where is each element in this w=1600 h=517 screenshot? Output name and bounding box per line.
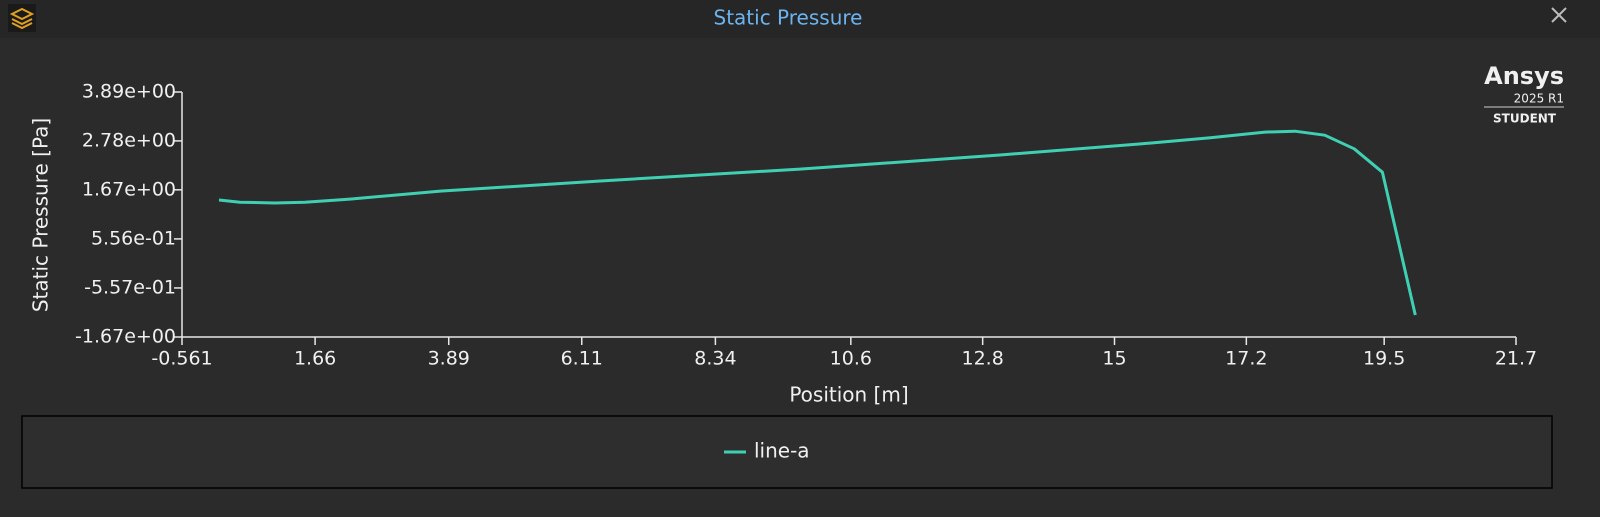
y-axis-label: Static Pressure [Pa] bbox=[29, 118, 53, 312]
chart-title: Static Pressure bbox=[714, 6, 863, 30]
legend-box bbox=[21, 415, 1553, 489]
y-tick-label: 5.56e-01 bbox=[91, 227, 176, 249]
x-tick-label: 3.89 bbox=[428, 348, 470, 370]
x-tick-label: 6.11 bbox=[561, 348, 603, 370]
brand-version: 2025 R1 bbox=[1514, 92, 1564, 106]
x-tick-label: 17.2 bbox=[1225, 348, 1267, 370]
title-bar bbox=[0, 0, 1600, 38]
x-tick-label: 12.8 bbox=[962, 348, 1004, 370]
legend-label: line-a bbox=[754, 439, 810, 463]
y-tick-label: -1.67e+00 bbox=[75, 326, 176, 348]
app-icon bbox=[8, 4, 36, 32]
x-tick-label: 10.6 bbox=[830, 348, 872, 370]
close-button[interactable] bbox=[1551, 7, 1567, 23]
x-tick-label: 1.66 bbox=[294, 348, 336, 370]
y-tick-label: 2.78e+00 bbox=[82, 129, 176, 151]
x-tick-label: 8.34 bbox=[694, 348, 736, 370]
brand-name: Ansys bbox=[1484, 62, 1564, 90]
x-tick-label: 21.7 bbox=[1495, 348, 1537, 370]
y-tick-label: 3.89e+00 bbox=[82, 81, 176, 103]
y-tick-label: -5.57e-01 bbox=[84, 276, 176, 298]
x-tick-label: 19.5 bbox=[1363, 348, 1405, 370]
x-tick-label: 15 bbox=[1102, 348, 1126, 370]
x-axis-label: Position [m] bbox=[789, 383, 908, 407]
x-tick-label: -0.561 bbox=[151, 348, 212, 370]
ansys-logo: Ansys 2025 R1 STUDENT bbox=[1484, 62, 1564, 126]
y-tick-label: 1.67e+00 bbox=[82, 178, 176, 200]
data-line bbox=[218, 129, 1417, 316]
brand-edition: STUDENT bbox=[1493, 112, 1557, 126]
